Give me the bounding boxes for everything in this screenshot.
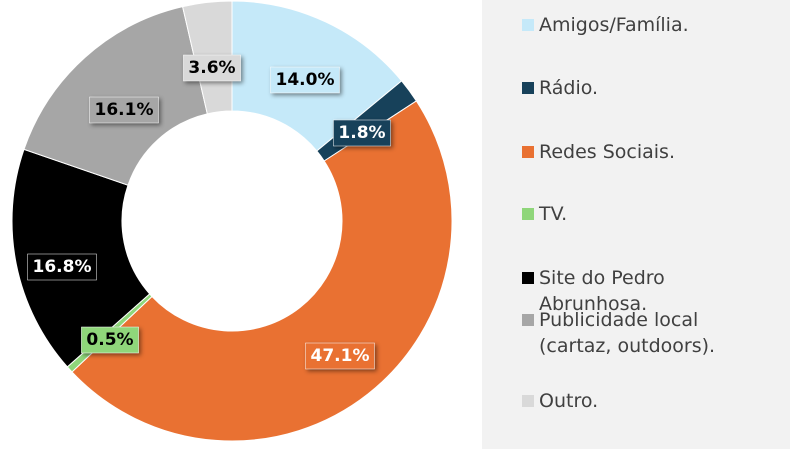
value-label-text: 16.8% — [33, 257, 92, 277]
value-label-box — [27, 253, 97, 281]
value-label-text: 16.1% — [95, 100, 154, 120]
value-label-box — [305, 342, 375, 370]
legend-item: Outro. — [522, 388, 762, 414]
value-label: 16.1% — [89, 96, 159, 124]
legend-label: Rádio. — [539, 77, 599, 99]
value-label-text: 14.0% — [276, 70, 335, 90]
legend-label: Publicidade local (cartaz, outdoors). — [539, 309, 716, 357]
value-label-box — [333, 119, 391, 147]
legend-swatch — [522, 146, 534, 158]
value-label: 1.8% — [333, 119, 391, 147]
legend-swatch — [522, 82, 534, 94]
legend-label: TV. — [539, 203, 568, 225]
legend-item: Redes Sociais. — [522, 139, 762, 165]
legend-item: Amigos/Família. — [522, 12, 762, 38]
legend-swatch — [522, 272, 534, 284]
legend-item: Publicidade local (cartaz, outdoors). — [522, 307, 762, 359]
legend-label: Site do Pedro Abrunhosa. — [539, 267, 665, 315]
value-label-text: 3.6% — [188, 58, 235, 78]
value-label-text: 0.5% — [86, 330, 133, 350]
value-label-box — [183, 54, 241, 82]
value-label-box — [81, 326, 139, 354]
value-label: 3.6% — [183, 54, 241, 82]
value-label-text: 1.8% — [338, 123, 385, 143]
value-label: 14.0% — [270, 66, 340, 94]
legend: Amigos/Família. Rádio. Redes Sociais. TV. Si… — [482, 0, 790, 449]
value-label: 47.1% — [305, 342, 375, 370]
donut-slice — [23, 6, 208, 186]
legend-item: Rádio. — [522, 75, 762, 101]
legend-label: Redes Sociais. — [539, 141, 675, 163]
legend-label: Amigos/Família. — [539, 14, 689, 36]
legend-item: Site do Pedro Abrunhosa. — [522, 265, 762, 317]
legend-swatch — [522, 314, 534, 326]
legend-item: TV. — [522, 201, 762, 227]
value-label: 0.5% — [81, 326, 139, 354]
value-label-box — [270, 66, 340, 94]
chart: 14.0% 1.8% 47.1% 0.5% 16.8% 16.1% 3.6% — [11, 0, 453, 442]
legend-swatch — [522, 19, 534, 31]
value-label-text: 47.1% — [311, 346, 370, 366]
legend-swatch — [522, 395, 534, 407]
legend-swatch — [522, 208, 534, 220]
legend-label: Outro. — [539, 390, 599, 412]
value-label: 16.8% — [27, 253, 97, 281]
value-label-box — [89, 96, 159, 124]
